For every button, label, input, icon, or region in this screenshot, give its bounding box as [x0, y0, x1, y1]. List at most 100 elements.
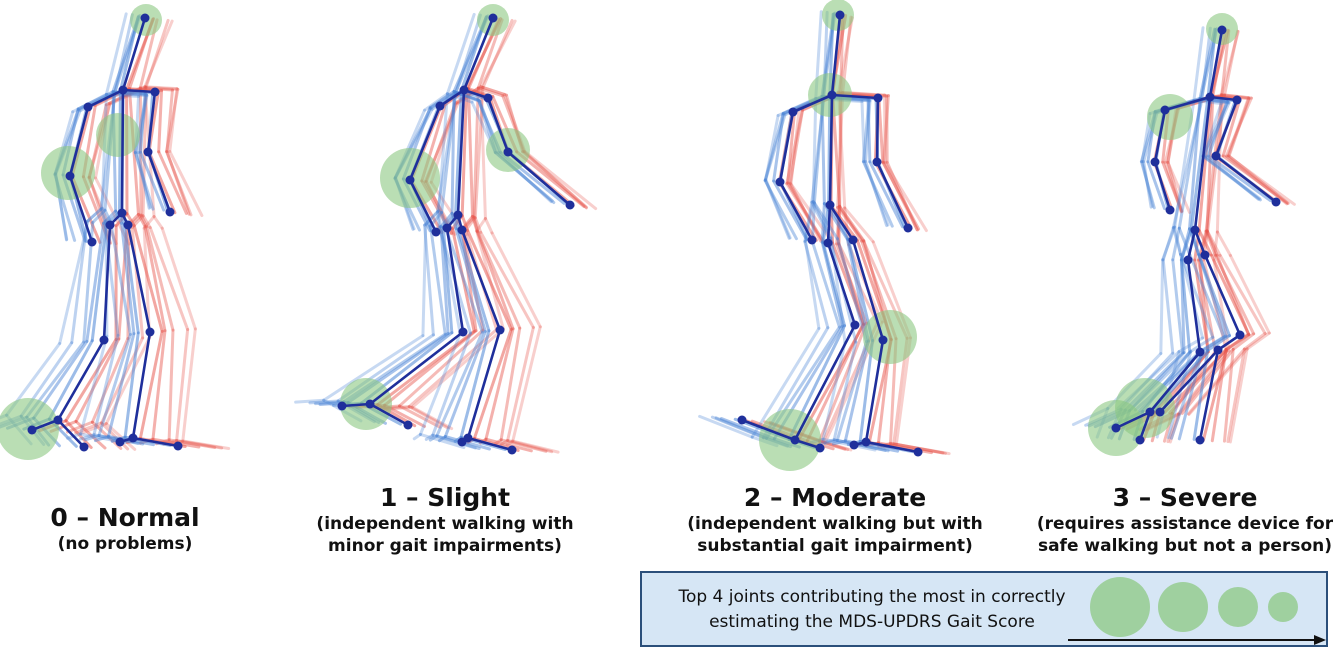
joint-severe-lank [1145, 407, 1155, 417]
joint-moderate-relb [872, 157, 882, 167]
joint-severe-lsho [1160, 105, 1170, 115]
joint-slight-relb [503, 147, 513, 157]
joint-severe-lwri [1165, 205, 1175, 215]
joint-severe-rheel [1155, 407, 1165, 417]
joint-severe-lelb [1150, 157, 1160, 167]
joint-slight-lkne [458, 327, 468, 337]
highlight-joint-moderate-3 [863, 310, 917, 364]
legend-box: Top 4 joints contributing the most in co… [640, 571, 1328, 647]
joint-severe-hip [1190, 225, 1200, 235]
joint-normal-neck [118, 85, 128, 95]
joint-slight-lhip [442, 223, 452, 233]
joint-moderate-lank [790, 435, 800, 445]
red-trail-slight [348, 17, 598, 454]
joint-slight-hip [453, 210, 463, 220]
skeleton-panel-slight [294, 4, 598, 455]
joint-severe-lheel [1111, 423, 1121, 433]
joint-moderate-rwri [903, 223, 913, 233]
joint-severe-rank [1213, 345, 1223, 355]
main-skeleton-slight [337, 13, 575, 455]
joint-normal-rheel [115, 437, 125, 447]
joint-slight-rheel [457, 437, 467, 447]
legend-text: Top 4 joints contributing the most in co… [652, 585, 1092, 635]
caption-slight-subtitle-2: minor gait impairments) [328, 536, 562, 556]
joint-slight-rwri [565, 200, 575, 210]
main-skeleton-moderate [737, 10, 923, 457]
joint-slight-lank [365, 399, 375, 409]
joint-normal-lsho [83, 102, 93, 112]
legend-text-line-1: Top 4 joints contributing the most in co… [678, 587, 1066, 607]
highlight-joints-severe [1088, 13, 1238, 456]
joint-moderate-lheel [737, 415, 747, 425]
joint-slight-lwri [431, 227, 441, 237]
main-skeleton-normal [27, 13, 183, 452]
joint-normal-lelb [65, 171, 75, 181]
joint-severe-ltoe [1135, 435, 1145, 445]
joint-slight-lsho [435, 101, 445, 111]
joint-moderate-neck [827, 90, 837, 100]
legend-text-line-2: estimating the MDS-UPDRS Gait Score [709, 612, 1035, 632]
joint-slight-rtoe [507, 445, 517, 455]
joint-moderate-ltoe [815, 443, 825, 453]
joint-normal-rwri [165, 207, 175, 217]
highlight-joint-severe-2 [1147, 94, 1193, 140]
joint-normal-rhip [123, 220, 133, 230]
caption-severe-subtitle-1: (requires assistance device for [1036, 514, 1333, 534]
joint-moderate-lelb [775, 177, 785, 187]
skeleton-panel-normal [0, 4, 231, 460]
joint-slight-lheel [337, 401, 347, 411]
caption-slight-title: 1 – Slight [379, 483, 511, 512]
joint-slight-rkne [495, 325, 505, 335]
joint-normal-lheel [27, 425, 37, 435]
joint-severe-lhip [1183, 255, 1193, 265]
caption-slight-subtitle-1: (independent walking with [316, 514, 574, 534]
joint-slight-head [488, 13, 498, 23]
red-trail-moderate [744, 14, 951, 456]
caption-moderate: 2 – Moderate (independent walking but wi… [675, 483, 995, 557]
joint-moderate-rheel [849, 440, 859, 450]
joint-normal-head [140, 13, 150, 23]
joint-normal-rkne [145, 327, 155, 337]
skeleton-figure [0, 0, 1296, 471]
joint-normal-lkne [99, 335, 109, 345]
joint-moderate-rhip [848, 235, 858, 245]
skeleton-panel-severe [1071, 13, 1296, 456]
joint-normal-ltoe [79, 442, 89, 452]
joint-severe-rwri [1271, 197, 1281, 207]
legend-circle-rank-3 [1218, 587, 1258, 627]
caption-severe-title: 3 – Severe [1112, 483, 1258, 512]
joint-normal-lhip [105, 220, 115, 230]
joint-normal-rsho [150, 87, 160, 97]
joint-moderate-rsho [873, 93, 883, 103]
joint-normal-rtoe [173, 441, 183, 451]
caption-normal: 0 – Normal (no problems) [20, 503, 230, 555]
joint-slight-lelb [405, 175, 415, 185]
caption-moderate-subtitle-2: substantial gait impairment) [697, 536, 973, 556]
joint-moderate-hip [825, 200, 835, 210]
joint-severe-rhip [1200, 250, 1210, 260]
joint-severe-rkne [1235, 330, 1245, 340]
highlight-joint-normal-3 [96, 113, 140, 157]
joint-moderate-rtoe [913, 447, 923, 457]
joint-slight-rhip [457, 225, 467, 235]
highlight-joint-moderate-4 [759, 409, 821, 471]
caption-severe-subtitle-2: safe walking but not a person) [1037, 536, 1333, 556]
joint-slight-ltoe [403, 420, 413, 430]
joint-severe-relb [1211, 151, 1221, 161]
legend-circle-rank-4 [1268, 592, 1298, 622]
main-skeleton-severe [1111, 25, 1281, 445]
joint-moderate-lsho [788, 107, 798, 117]
joint-moderate-head [835, 10, 845, 20]
joint-moderate-lhip [823, 238, 833, 248]
joint-severe-head [1217, 25, 1227, 35]
caption-moderate-title: 2 – Moderate [743, 483, 927, 512]
caption-normal-subtitle-1: (no problems) [57, 534, 193, 554]
joint-normal-relb [143, 147, 153, 157]
joint-moderate-lwri [807, 235, 817, 245]
blue-trail-severe [1071, 26, 1277, 441]
caption-normal-title: 0 – Normal [50, 503, 200, 532]
caption-severe: 3 – Severe (requires assistance device f… [1030, 483, 1333, 557]
legend-circle-rank-2 [1158, 582, 1208, 632]
skeleton-panel-moderate [698, 0, 951, 471]
joint-normal-hip [117, 208, 127, 218]
